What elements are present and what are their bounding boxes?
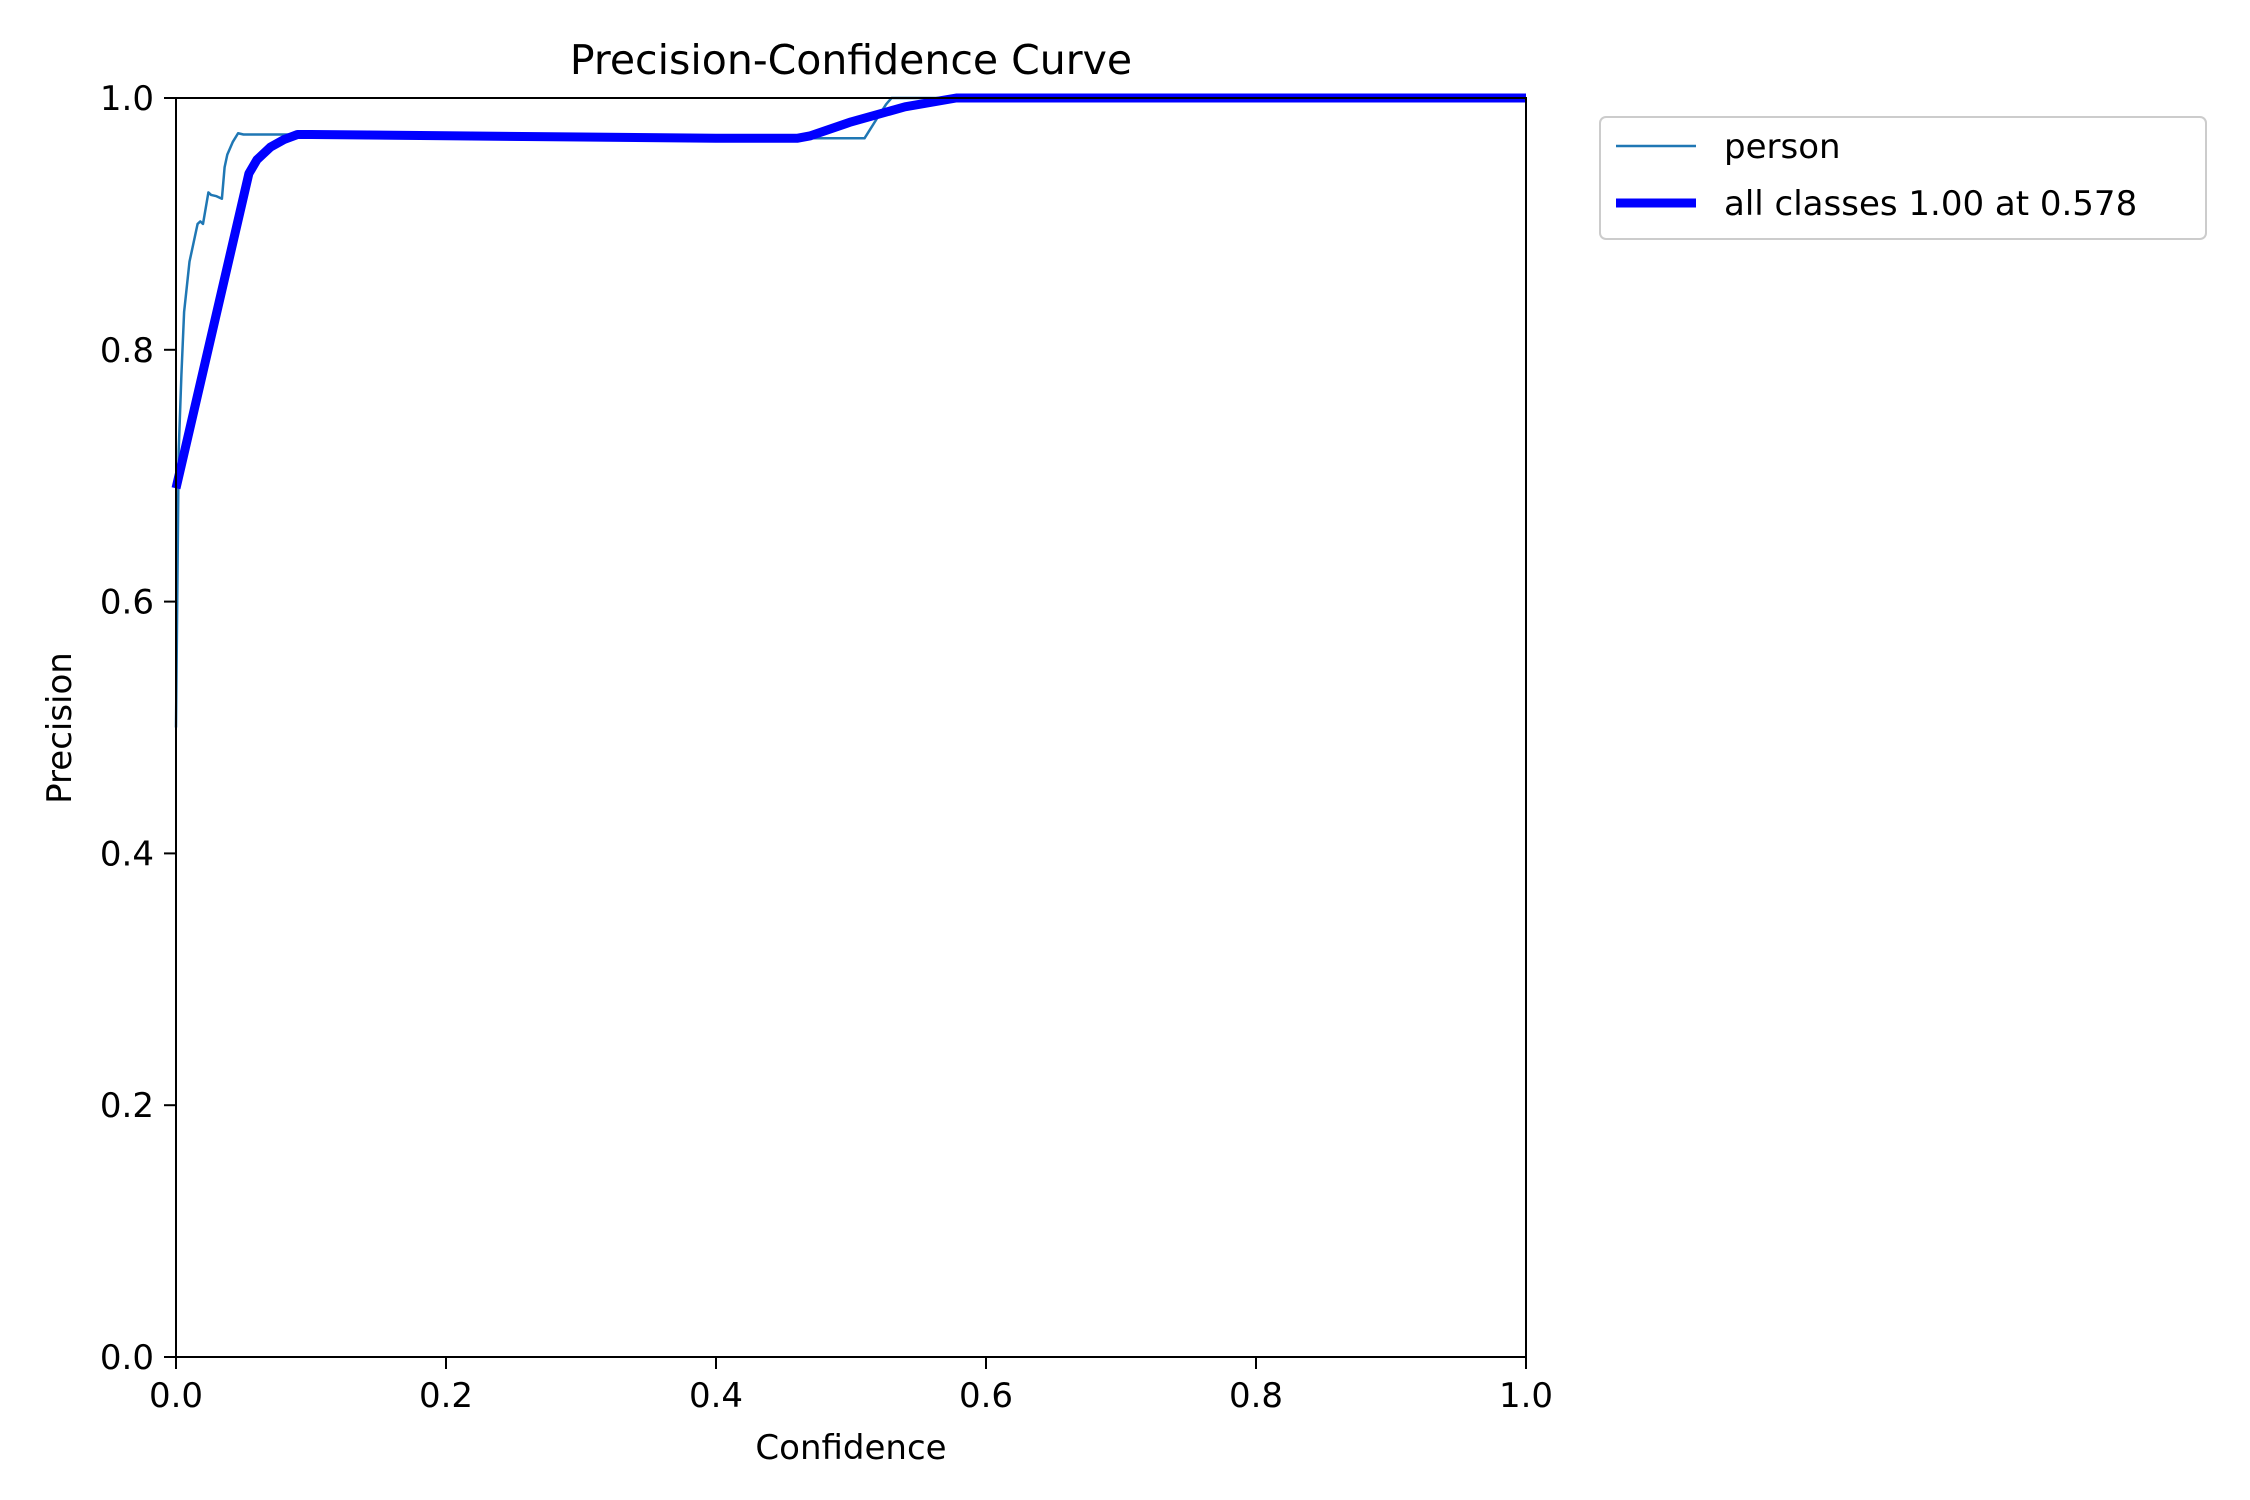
y-tick-label: 0.2 [100, 1086, 154, 1126]
legend-label-person: person [1724, 127, 1841, 167]
chart-title: Precision-Confidence Curve [570, 36, 1132, 84]
legend: person all classes 1.00 at 0.578 [1599, 116, 2207, 240]
x-tick-label: 0.0 [149, 1376, 203, 1416]
y-tick-label: 0.4 [100, 834, 154, 874]
x-axis-label: Confidence [755, 1428, 946, 1468]
x-tick-label: 1.0 [1499, 1376, 1553, 1416]
y-tick-label: 0.0 [100, 1338, 154, 1378]
x-tick-label: 0.2 [419, 1376, 473, 1416]
legend-box [1599, 116, 2207, 240]
x-tick-label: 0.4 [689, 1376, 743, 1416]
legend-label-all-classes: all classes 1.00 at 0.578 [1724, 184, 2137, 224]
axes-frame [175, 97, 1527, 1358]
y-axis-label: Precision [40, 652, 80, 804]
series-line-all-classes [171, 93, 1526, 490]
y-axis-ticks: 0.0 0.2 0.4 0.6 0.8 1.0 [100, 79, 176, 1378]
y-tick-label: 1.0 [100, 79, 154, 119]
series-layer [171, 93, 1526, 728]
x-axis-ticks: 0.0 0.2 0.4 0.6 0.8 1.0 [149, 1357, 1553, 1416]
x-tick-label: 0.6 [959, 1376, 1013, 1416]
series-line-person [174, 96, 1526, 728]
y-tick-label: 0.8 [100, 331, 154, 371]
y-tick-label: 0.6 [100, 583, 154, 623]
x-tick-label: 0.8 [1229, 1376, 1283, 1416]
